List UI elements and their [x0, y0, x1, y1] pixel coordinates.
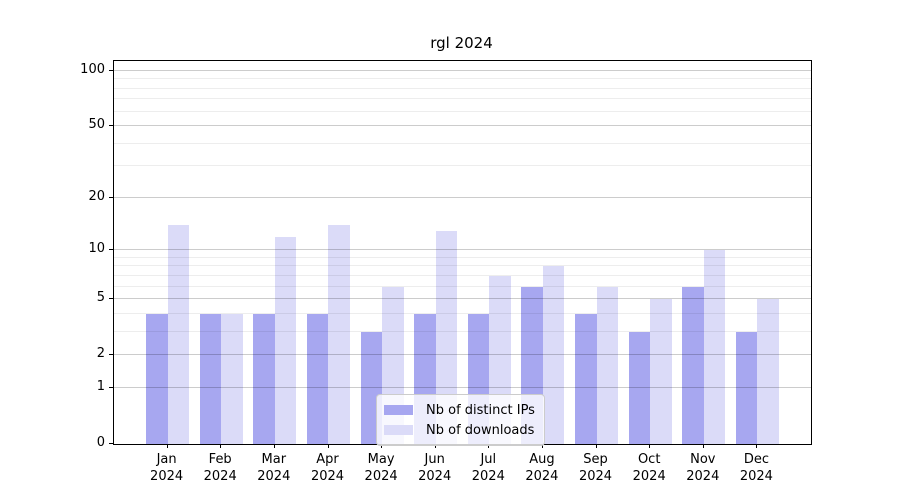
- legend-swatch-distinct-ips-icon: [384, 405, 413, 415]
- y-gridline-minor-60: [114, 110, 811, 112]
- plot-area: Nb of distinct IPs Nb of downloads: [113, 60, 812, 446]
- y-gridline-minor-70: [114, 98, 811, 100]
- chart-title: rgl 2024: [430, 34, 493, 52]
- y-gridline-minor-8: [114, 265, 811, 267]
- bar-downloads-oct: [650, 299, 672, 444]
- y-tick-mark-20: [109, 196, 113, 198]
- y-tick-mark-10: [109, 249, 113, 251]
- y-tick-mark-50: [109, 125, 113, 126]
- x-tick-label-mar: Mar 2024: [257, 452, 291, 484]
- bar-downloads-apr: [328, 225, 350, 444]
- legend-swatch-downloads-icon: [384, 425, 413, 435]
- x-tick-mark-jul: [488, 444, 490, 448]
- bar-ips-jan: [146, 313, 168, 444]
- bar-downloads-nov: [703, 250, 726, 444]
- y-gridline-minor-3: [114, 330, 811, 332]
- x-tick-label-oct: Oct 2024: [632, 452, 666, 484]
- y-gridline-minor-7: [114, 274, 811, 276]
- y-tick-mark-1: [109, 386, 113, 388]
- legend: Nb of distinct IPs Nb of downloads: [376, 394, 545, 446]
- y-gridline-minor-40: [114, 142, 811, 144]
- x-tick-label-may: May 2024: [364, 452, 398, 484]
- bar-downloads-jun: [435, 230, 458, 444]
- bar-ips-sep: [575, 313, 597, 444]
- y-gridline-major-100: [114, 69, 811, 71]
- y-gridline-major-50: [114, 125, 811, 126]
- y-gridline-minor-30: [114, 165, 811, 167]
- y-tick-label-2: 2: [96, 346, 105, 362]
- y-tick-label-1: 1: [96, 378, 105, 394]
- x-tick-label-jan: Jan 2024: [150, 452, 184, 484]
- y-gridline-major-1: [114, 386, 811, 388]
- bar-ips-nov: [682, 286, 704, 444]
- bar-ips-oct: [628, 331, 651, 444]
- y-tick-mark-0: [109, 443, 113, 444]
- legend-label-distinct-ips: Nb of distinct IPs: [426, 402, 535, 418]
- x-tick-label-feb: Feb 2024: [203, 452, 237, 484]
- bar-downloads-mar: [274, 236, 297, 444]
- y-tick-label-0: 0: [96, 435, 105, 450]
- x-tick-label-nov: Nov 2024: [686, 452, 720, 484]
- y-tick-label-5: 5: [96, 290, 105, 306]
- y-tick-label-10: 10: [88, 241, 105, 257]
- y-tick-mark-5: [109, 298, 113, 300]
- x-tick-label-jun: Jun 2024: [418, 452, 452, 484]
- bar-ips-mar: [253, 313, 275, 444]
- y-tick-mark-100: [109, 69, 113, 71]
- bar-downloads-sep: [596, 286, 619, 444]
- y-tick-mark-2: [109, 354, 113, 356]
- y-gridline-minor-6: [114, 285, 811, 287]
- y-gridline-major-2: [114, 354, 811, 356]
- y-gridline-major-10: [114, 249, 811, 251]
- y-gridline-minor-80: [114, 87, 811, 89]
- x-tick-mark-feb: [220, 444, 222, 448]
- x-tick-mark-dec: [756, 444, 758, 448]
- y-gridline-minor-4: [114, 312, 811, 314]
- y-tick-label-20: 20: [88, 188, 105, 204]
- x-tick-mark-sep: [595, 444, 597, 448]
- bar-downloads-feb: [221, 313, 243, 444]
- y-tick-label-100: 100: [80, 61, 105, 77]
- bar-downloads-dec: [757, 299, 779, 444]
- y-gridline-major-20: [114, 196, 811, 198]
- x-tick-mark-mar: [273, 444, 275, 448]
- x-tick-mark-nov: [702, 444, 704, 448]
- x-tick-mark-jun: [434, 444, 436, 448]
- y-gridline-major-5: [114, 298, 811, 300]
- y-gridline-minor-90: [114, 78, 811, 80]
- y-tick-label-50: 50: [88, 117, 105, 132]
- x-tick-label-apr: Apr 2024: [310, 452, 345, 484]
- x-tick-label-dec: Dec 2024: [739, 452, 773, 484]
- x-tick-mark-jan: [166, 444, 168, 448]
- legend-row-distinct-ips: Nb of distinct IPs: [384, 400, 535, 420]
- legend-row-downloads: Nb of downloads: [384, 420, 535, 440]
- x-tick-mark-apr: [327, 444, 329, 448]
- bar-downloads-jan: [167, 225, 190, 444]
- y-gridline-minor-9: [114, 256, 811, 258]
- x-tick-mark-aug: [541, 444, 543, 448]
- x-tick-label-jul: Jul 2024: [471, 452, 505, 484]
- x-tick-label-sep: Sep 2024: [578, 452, 613, 484]
- legend-label-downloads: Nb of downloads: [426, 422, 535, 438]
- bar-ips-feb: [199, 313, 222, 444]
- x-tick-mark-may: [381, 444, 383, 448]
- x-tick-mark-oct: [649, 444, 651, 448]
- bar-ips-dec: [735, 331, 758, 444]
- x-tick-label-aug: Aug 2024: [525, 452, 559, 484]
- bar-ips-apr: [306, 313, 329, 444]
- bar-downloads-aug: [542, 266, 565, 444]
